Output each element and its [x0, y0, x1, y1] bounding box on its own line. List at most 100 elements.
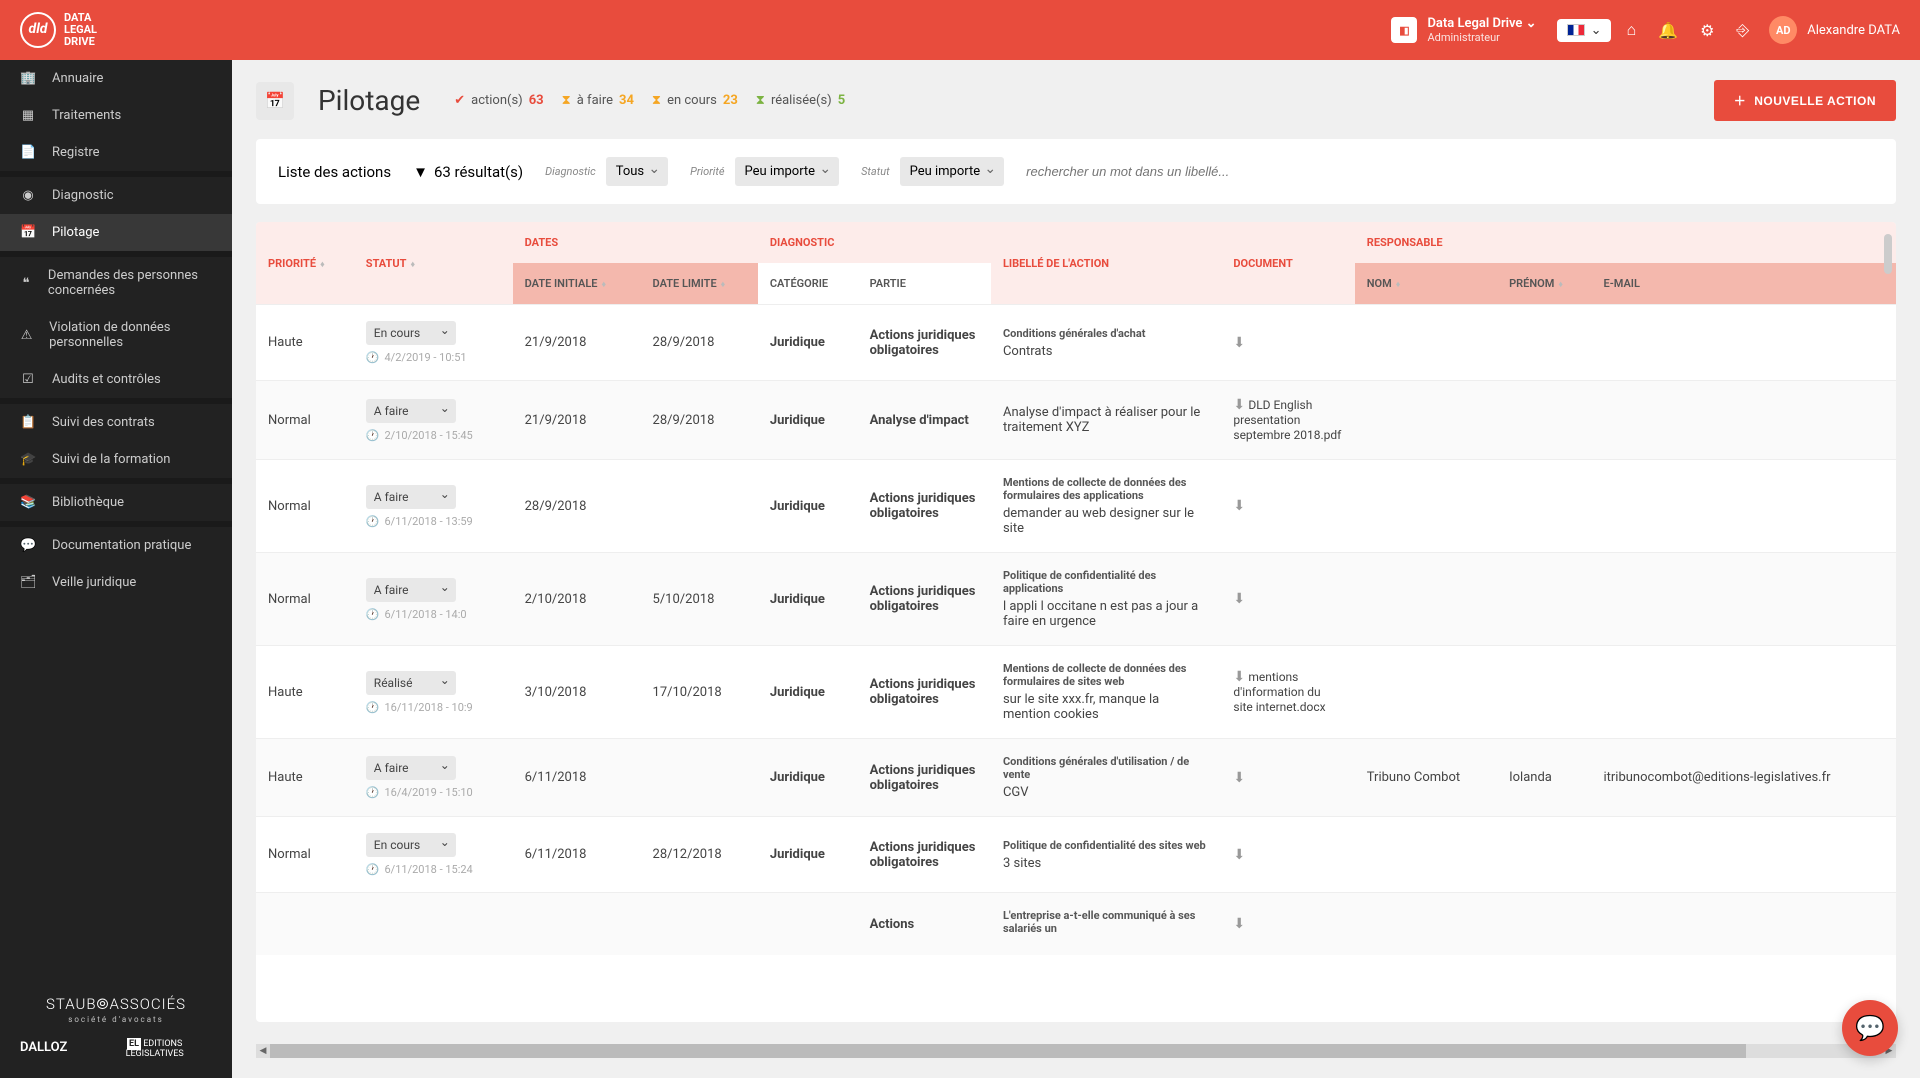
sidebar-item-veille-juridique[interactable]: 🗂Veille juridique — [0, 564, 232, 601]
status-select[interactable]: A faire — [366, 485, 456, 509]
cell-priority: Haute — [256, 646, 354, 739]
status-select[interactable]: A faire — [366, 399, 456, 423]
download-icon[interactable]: ⬇ — [1233, 847, 1245, 863]
cell-category: Juridique — [758, 739, 858, 817]
language-selector[interactable]: ⌄ — [1557, 19, 1612, 42]
nav-label: Suivi de la formation — [52, 452, 170, 467]
sidebar-item-demandes-des-personn[interactable]: ❝ Demandes des personnes concernées — [0, 257, 232, 309]
col-priority[interactable]: PRIORITÉ — [268, 257, 316, 270]
gear-icon[interactable]: ⚙ — [1700, 21, 1714, 40]
sort-icon[interactable]: ♦ — [1558, 280, 1563, 290]
nav-icon: 📋 — [20, 415, 36, 430]
table-row[interactable]: NormalA faire🕐2/10/2018 - 15:4521/9/2018… — [256, 381, 1896, 460]
logo[interactable]: dld DATALEGALDRIVE — [20, 12, 97, 48]
col-date-limite[interactable]: DATE LIMITE — [653, 277, 717, 290]
nav-icon: 📄 — [20, 145, 36, 160]
footer-dalloz: DALLOZ — [20, 1040, 67, 1060]
cell-prenom: Iolanda — [1497, 739, 1591, 817]
sort-icon[interactable]: ♦ — [410, 260, 415, 270]
sort-icon[interactable]: ♦ — [721, 280, 726, 290]
cell-date-initiale: 2/10/2018 — [513, 553, 641, 646]
filter-diagnostic-select[interactable]: Tous — [606, 157, 668, 186]
new-action-button[interactable]: ＋NOUVELLE ACTION — [1714, 80, 1896, 121]
cell-prenom — [1497, 893, 1591, 956]
cell-category: Juridique — [758, 817, 858, 893]
exit-icon[interactable]: ⎆ — [1736, 20, 1749, 40]
col-status[interactable]: STATUT — [366, 257, 407, 270]
sidebar-item-traitements[interactable]: ▦Traitements — [0, 97, 232, 134]
status-select[interactable]: Réalisé — [366, 671, 456, 695]
download-icon[interactable]: ⬇ — [1233, 669, 1245, 685]
main-content: 📅 Pilotage ✔action(s)63⧗à faire34⧗en cou… — [232, 60, 1920, 1078]
stat-item: ✔action(s)63 — [454, 93, 543, 108]
download-icon[interactable]: ⬇ — [1233, 916, 1245, 932]
cell-partie: Analyse d'impact — [858, 381, 991, 460]
org-selector[interactable]: ◧ Data Legal Drive ⌄ Administrateur — [1391, 16, 1536, 44]
sidebar-item-suivi-des-contrats[interactable]: 📋Suivi des contrats — [0, 404, 232, 441]
sort-icon[interactable]: ♦ — [602, 280, 607, 290]
nav-icon: 🗂 — [20, 575, 36, 590]
cell-date-limite: 17/10/2018 — [641, 646, 758, 739]
sort-icon[interactable]: ♦ — [320, 260, 325, 270]
cell-nom — [1355, 646, 1497, 739]
download-icon[interactable]: ⬇ — [1233, 397, 1245, 413]
nav-icon: 📅 — [20, 225, 36, 240]
bell-icon[interactable]: 🔔 — [1658, 21, 1678, 40]
status-select[interactable]: A faire — [366, 578, 456, 602]
home-icon[interactable]: ⌂ — [1626, 20, 1636, 40]
col-document: DOCUMENT — [1221, 222, 1354, 305]
cell-nom — [1355, 553, 1497, 646]
cell-document: ⬇ — [1221, 305, 1354, 381]
download-icon[interactable]: ⬇ — [1233, 335, 1245, 351]
scroll-left-icon[interactable]: ◀ — [256, 1044, 270, 1058]
user-menu[interactable]: AD Alexandre DATA — [1769, 16, 1900, 44]
col-libelle: LIBELLÉ DE L'ACTION — [991, 222, 1221, 305]
sidebar-item-suivi-de-la-formatio[interactable]: 🎓Suivi de la formation — [0, 441, 232, 478]
search-input[interactable] — [1026, 164, 1874, 179]
sidebar-item-registre[interactable]: 📄Registre — [0, 134, 232, 171]
cell-priority: Haute — [256, 739, 354, 817]
document-link[interactable]: mentions d'information du site internet.… — [1233, 670, 1325, 714]
download-icon[interactable]: ⬇ — [1233, 770, 1245, 786]
chat-button[interactable]: 💬 — [1842, 1000, 1898, 1056]
cell-date-initiale: 6/11/2018 — [513, 817, 641, 893]
table-row[interactable]: ActionsL'entreprise a-t-elle communiqué … — [256, 893, 1896, 956]
sidebar-item-diagnostic[interactable]: ◉Diagnostic — [0, 177, 232, 214]
nav-icon: ❝ — [20, 276, 32, 291]
horizontal-scrollbar[interactable]: ◀ ▶ — [256, 1044, 1896, 1058]
filter-status-select[interactable]: Peu importe — [900, 157, 1005, 186]
sidebar-item-bibliothèque[interactable]: 📚Bibliothèque — [0, 484, 232, 521]
cell-prenom — [1497, 817, 1591, 893]
document-link[interactable]: DLD English presentation septembre 2018.… — [1233, 398, 1341, 442]
sidebar-item-annuaire[interactable]: 🏢Annuaire — [0, 60, 232, 97]
cell-priority: Normal — [256, 817, 354, 893]
table-row[interactable]: HauteA faire🕐16/4/2019 - 15:106/11/2018J… — [256, 739, 1896, 817]
col-prenom[interactable]: PRÉNOM — [1509, 277, 1554, 290]
vertical-scrollbar[interactable] — [1884, 234, 1894, 1010]
cell-nom — [1355, 381, 1497, 460]
download-icon[interactable]: ⬇ — [1233, 591, 1245, 607]
col-date-initiale[interactable]: DATE INITIALE — [525, 277, 598, 290]
cell-email — [1591, 553, 1896, 646]
table-row[interactable]: NormalA faire🕐6/11/2018 - 13:5928/9/2018… — [256, 460, 1896, 553]
sort-icon[interactable]: ♦ — [1396, 280, 1401, 290]
filter-priority-select[interactable]: Peu importe — [735, 157, 840, 186]
table-row[interactable]: NormalEn cours🕐6/11/2018 - 15:246/11/201… — [256, 817, 1896, 893]
table-row[interactable]: NormalA faire🕐6/11/2018 - 14:02/10/20185… — [256, 553, 1896, 646]
status-select[interactable]: En cours — [366, 833, 456, 857]
nav-label: Demandes des personnes concernées — [48, 268, 212, 298]
table-row[interactable]: HauteRéalisé🕐16/11/2018 - 10:93/10/20181… — [256, 646, 1896, 739]
table-row[interactable]: HauteEn cours🕐4/2/2019 - 10:5121/9/20182… — [256, 305, 1896, 381]
sidebar-item-violation-de-données[interactable]: ⚠Violation de données personnelles — [0, 309, 232, 361]
timestamp: 🕐16/4/2019 - 15:10 — [366, 786, 501, 799]
status-select[interactable]: A faire — [366, 756, 456, 780]
cell-prenom — [1497, 553, 1591, 646]
footer-staub: STAUB⦾ASSOCIÉS — [20, 995, 212, 1013]
nav-icon: ⚠ — [20, 328, 33, 343]
col-nom[interactable]: NOM — [1367, 277, 1392, 290]
sidebar-item-documentation-pratiq[interactable]: 💬Documentation pratique — [0, 527, 232, 564]
download-icon[interactable]: ⬇ — [1233, 498, 1245, 514]
sidebar-item-audits-et-contrôles[interactable]: ☑Audits et contrôles — [0, 361, 232, 398]
sidebar-item-pilotage[interactable]: 📅Pilotage — [0, 214, 232, 251]
status-select[interactable]: En cours — [366, 321, 456, 345]
